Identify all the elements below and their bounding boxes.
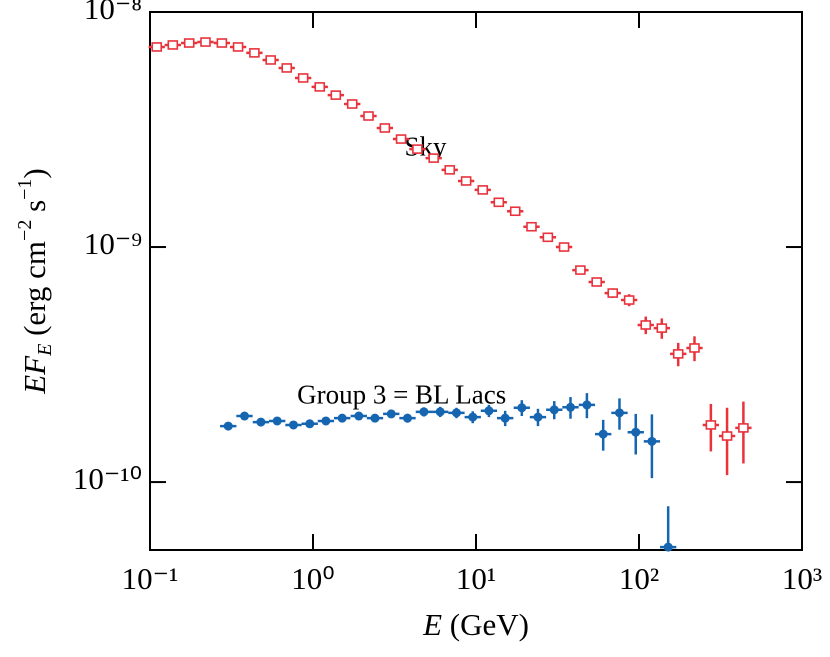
x-tick-label: 10² xyxy=(619,561,659,596)
y-tick-label: 10⁻¹⁰ xyxy=(73,461,142,496)
y-label-part: ) xyxy=(17,168,52,178)
point xyxy=(484,406,494,416)
point xyxy=(558,242,570,252)
point xyxy=(370,413,380,423)
point xyxy=(721,431,733,441)
point xyxy=(575,265,586,275)
point xyxy=(321,416,331,426)
point xyxy=(614,408,624,418)
x-tick-label: 10⁻¹ xyxy=(122,561,179,596)
point xyxy=(314,82,326,92)
x-tick-label: 10¹ xyxy=(456,561,496,596)
point xyxy=(354,411,364,421)
x-tick-label: 10⁰ xyxy=(291,561,334,596)
point xyxy=(281,63,293,73)
point xyxy=(672,349,684,359)
point xyxy=(542,232,554,243)
x-label-part: E xyxy=(422,607,442,642)
x-tick-label: 10³ xyxy=(782,561,822,596)
point xyxy=(379,123,391,133)
point xyxy=(468,412,478,422)
y-tick-label: 10⁻⁸ xyxy=(84,0,142,26)
point xyxy=(493,197,505,208)
point xyxy=(167,40,179,50)
point xyxy=(647,436,657,446)
y-tick-label: 10⁻⁹ xyxy=(84,226,142,261)
point xyxy=(477,185,489,195)
point xyxy=(249,48,260,58)
point xyxy=(582,400,592,410)
point xyxy=(240,411,250,421)
point xyxy=(363,111,374,121)
point xyxy=(689,343,700,353)
point xyxy=(738,423,749,433)
y-label-part: −1 xyxy=(14,179,36,200)
point xyxy=(663,542,673,552)
point xyxy=(566,402,576,412)
point xyxy=(151,42,163,52)
point xyxy=(330,90,342,100)
y-label-part: E xyxy=(34,344,56,357)
annotation: Sky xyxy=(404,132,447,162)
point xyxy=(428,153,439,163)
point xyxy=(705,420,717,430)
plot-frame xyxy=(149,11,803,551)
point xyxy=(265,55,276,65)
point xyxy=(297,73,309,83)
point xyxy=(223,421,233,431)
point xyxy=(403,413,413,423)
point xyxy=(200,37,211,47)
point xyxy=(337,413,347,423)
point xyxy=(346,99,358,109)
point xyxy=(656,323,668,333)
point xyxy=(451,408,461,418)
point xyxy=(526,221,537,232)
point xyxy=(305,419,315,429)
point xyxy=(517,403,527,413)
point xyxy=(272,416,282,426)
annotation: Group 3 = BL Lacs xyxy=(297,379,506,409)
point xyxy=(444,165,456,175)
y-label-part: s xyxy=(17,200,52,220)
point xyxy=(500,413,510,423)
point xyxy=(395,134,407,144)
point xyxy=(591,277,602,287)
point xyxy=(435,407,445,417)
point xyxy=(288,420,298,430)
point xyxy=(623,295,635,305)
x-label-part: (GeV) xyxy=(442,607,529,642)
point xyxy=(256,417,266,427)
point xyxy=(640,320,652,330)
point xyxy=(549,405,559,415)
point xyxy=(631,427,641,437)
point xyxy=(386,409,396,419)
y-label-part: −2 xyxy=(14,220,36,241)
point xyxy=(412,144,423,154)
point xyxy=(419,407,429,417)
y-label-part: (erg cm xyxy=(17,241,52,344)
x-axis-label: E (GeV) xyxy=(422,607,529,642)
point xyxy=(183,38,195,48)
point xyxy=(232,42,244,52)
point xyxy=(598,429,608,439)
point xyxy=(216,38,228,48)
point xyxy=(607,288,619,298)
y-label-part: EF xyxy=(17,355,52,395)
point xyxy=(509,206,521,217)
point xyxy=(533,412,543,422)
y-axis-label: EFE (erg cm−2 s−1) xyxy=(14,168,56,395)
point xyxy=(460,176,472,186)
